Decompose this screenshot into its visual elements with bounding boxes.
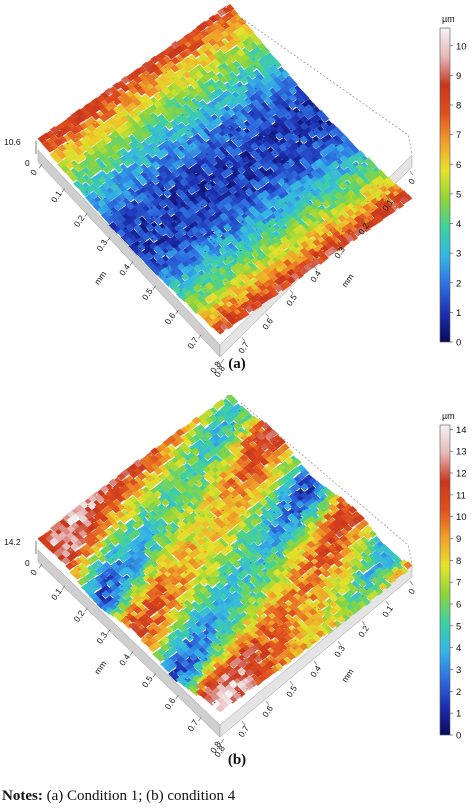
right-axis-label-a: mm (339, 272, 355, 289)
surface-plot-b: 14.2000.10.20.30.40.50.60.70.800.10.20.3… (4, 393, 467, 759)
left-axis-tick-b: 0.1 (49, 586, 64, 602)
colorbar-tick-a: 5 (456, 189, 461, 200)
left-axis-tick-b: 0.2 (72, 608, 87, 624)
right-axis-tick-b: 0 (406, 586, 417, 596)
colorbar-tick-a: 6 (456, 160, 461, 171)
colorbar-tick-b: 4 (456, 643, 461, 654)
colorbar-tick-b: 1 (456, 709, 461, 720)
right-axis-tick-a: 0.4 (308, 268, 323, 284)
colorbar-tick-a: 2 (456, 278, 461, 289)
left-axis-tick-b: 0 (28, 567, 39, 577)
left-axis-tick-a: 0.2 (72, 213, 87, 229)
left-axis-tick-a: 0.7 (185, 335, 200, 351)
colorbar-unit-a: µm (442, 14, 455, 24)
colorbar-unit-b: µm (442, 411, 455, 421)
surface-mesh-b (37, 393, 413, 713)
z-max-label-b: 14.2 (4, 537, 21, 547)
right-axis-label-b: mm (339, 667, 355, 684)
colorbar-tick-b: 11 (456, 490, 466, 501)
left-axis-tick-b: 0.5 (140, 674, 155, 690)
colorbar-tick-b: 3 (456, 665, 461, 676)
colorbar-tick-b: 0 (456, 731, 461, 742)
surface-plot-a: 10.6000.10.20.30.40.50.60.70.800.10.20.3… (4, 4, 467, 379)
left-axis-tick-a: 0.4 (117, 262, 132, 278)
colorbar-tick-b: 12 (456, 469, 467, 480)
colorbar-tick-b: 2 (456, 687, 461, 698)
right-axis-tick-a: 0.7 (236, 340, 251, 356)
colorbar-tick-b: 6 (456, 600, 461, 611)
left-axis-label-b: mm (92, 659, 108, 676)
back-box-line-b (239, 401, 413, 564)
z-max-label-a: 10.6 (4, 137, 21, 147)
figure-notes: Notes: (a) Condition 1; (b) condition 4 (2, 788, 235, 805)
surface-texture-b (58, 409, 402, 704)
colorbar-tick-b: 7 (456, 578, 461, 589)
notes-text: (a) Condition 1; (b) condition 4 (42, 788, 236, 804)
colorbar-tick-a: 4 (456, 219, 461, 230)
colorbar-b (439, 424, 451, 736)
colorbar-tick-a: 8 (456, 101, 461, 112)
right-axis-tick-b: 0.4 (308, 663, 323, 679)
right-axis-tick-a: 0.6 (260, 316, 275, 332)
left-axis-tick-a: 0.6 (163, 311, 178, 327)
z-zero-label-b: 0 (25, 558, 30, 568)
right-axis-tick-b: 0.1 (380, 603, 395, 619)
left-axis-label-a: mm (92, 269, 108, 286)
colorbar-tick-a: 1 (456, 308, 461, 319)
left-axis-tick-b: 0.3 (94, 630, 109, 646)
surface-mesh-a (37, 4, 413, 335)
surface-texture-a (44, 6, 409, 332)
colorbar-tick-b: 5 (456, 621, 461, 632)
colorbar-tick-b: 8 (456, 556, 461, 567)
left-axis-tick-b: 0.7 (185, 717, 200, 733)
right-axis-tick-b: 0.2 (356, 623, 371, 639)
colorbar-tick-a: 0 (456, 338, 461, 349)
left-axis-tick-a: 0.5 (140, 286, 155, 302)
colorbar-tick-a: 7 (456, 130, 461, 141)
figure-panel-b: 14.2 0 0 0.1 0.2 0.3 0.4 0.5 0.6 0.7 0.8 0 0.1 0.2 0.3… (0, 393, 474, 780)
figure-panel-a: 10.6 0 0 0.1 0.2 0.3 0.4 0.5 0.6 0.7 0.8 0 0.1 0.2 0.3… (0, 0, 474, 380)
left-axis-tick-a: 0.3 (94, 237, 109, 253)
right-axis-tick-b: 0.5 (284, 683, 299, 699)
left-axis-tick-b: 0.6 (163, 696, 178, 712)
right-axis-tick-a: 0.5 (284, 292, 299, 308)
colorbar-a (439, 27, 451, 343)
colorbar-tick-b: 13 (456, 447, 467, 458)
panel-caption-a: (a) (228, 356, 246, 372)
right-axis-tick-a: 0 (406, 176, 417, 186)
colorbar-tick-b: 14 (456, 425, 467, 436)
left-axis-tick-b: 0.4 (117, 652, 132, 668)
colorbar-tick-a: 10 (456, 41, 467, 52)
left-axis-tick-a: 0 (28, 167, 39, 177)
right-axis-tick-b: 0.7 (236, 723, 251, 739)
colorbar-tick-b: 10 (456, 512, 467, 523)
right-axis-tick-b: 0.3 (332, 643, 347, 659)
panel-caption-b: (b) (227, 752, 247, 768)
colorbar-tick-a: 9 (456, 71, 461, 82)
z-zero-label-a: 0 (25, 158, 30, 168)
right-axis-tick-b: 0.6 (260, 703, 275, 719)
notes-label: Notes: (2, 788, 43, 804)
left-axis-tick-a: 0.1 (49, 189, 64, 205)
colorbar-tick-a: 3 (456, 249, 461, 260)
colorbar-tick-b: 9 (456, 534, 461, 545)
